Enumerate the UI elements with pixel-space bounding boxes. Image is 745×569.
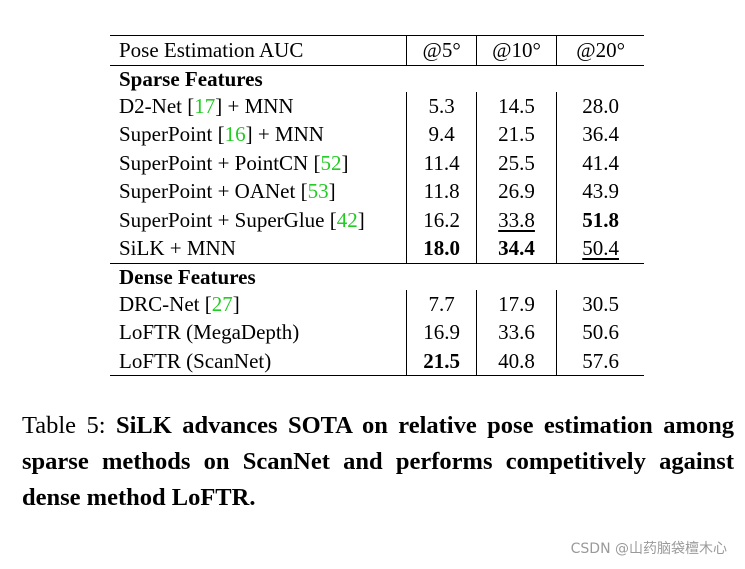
citation-link[interactable]: 52: [320, 150, 342, 175]
value-at5: 9.4: [406, 120, 477, 149]
value-at5: 11.8: [406, 177, 477, 206]
method-cell: SiLK + MNN: [119, 236, 236, 261]
value-at5: 7.7: [406, 289, 477, 318]
method-cell: SuperPoint [16] + MNN: [119, 122, 324, 147]
method-cell: SuperPoint + PointCN [52]: [119, 150, 349, 175]
method-name: SuperPoint: [119, 122, 213, 147]
method-suffix: + MNN: [222, 93, 294, 118]
value-at10: 21.5: [475, 120, 557, 149]
method-suffix: + MNN: [252, 122, 324, 147]
method-cell: D2-Net [17] + MNN: [119, 93, 294, 118]
header-at10: @10°: [475, 35, 557, 66]
watermark: CSDN @山药脑袋檀木心: [570, 541, 727, 557]
best-value: 21.5: [423, 348, 461, 373]
table-row: SuperPoint + OANet [53] 11.8 26.9 43.9: [110, 177, 644, 206]
best-value: 18.0: [423, 236, 461, 261]
value-at10: 34.4: [475, 234, 557, 263]
citation-link[interactable]: 27: [211, 291, 233, 316]
value-at10: 17.9: [475, 289, 557, 318]
section-header-dense: Dense Features: [110, 262, 644, 290]
method-name: SuperPoint + PointCN: [119, 150, 309, 175]
table-row: D2-Net [17] + MNN 5.3 14.5 28.0: [110, 91, 644, 120]
method-name: DRC-Net: [119, 291, 200, 316]
table-row: SuperPoint + PointCN [52] 11.4 25.5 41.4: [110, 148, 644, 177]
value-at10: 33.8: [475, 205, 557, 234]
value-at20: 36.4: [556, 120, 644, 149]
method-cell: DRC-Net [27]: [119, 291, 240, 316]
value-at20: 30.5: [556, 289, 644, 318]
citation-link[interactable]: 17: [194, 93, 216, 118]
value-at20: 28.0: [556, 91, 644, 120]
citation-link[interactable]: 42: [336, 207, 358, 232]
citation-link[interactable]: 16: [224, 122, 246, 147]
table-row: LoFTR (ScanNet) 21.5 40.8 57.6: [110, 346, 644, 376]
method-name: SuperPoint + OANet: [119, 179, 296, 204]
method-name: SuperPoint + SuperGlue: [119, 207, 325, 232]
value-at20: 41.4: [556, 148, 644, 177]
method-cell: SuperPoint + OANet [53]: [119, 179, 336, 204]
value-at20: 50.6: [556, 318, 644, 347]
table-row: SuperPoint + SuperGlue [42] 16.2 33.8 51…: [110, 205, 644, 234]
value-at5: 16.9: [406, 318, 477, 347]
table-row: SiLK + MNN 18.0 34.4 50.4: [110, 234, 644, 263]
method-cell: LoFTR (MegaDepth): [119, 320, 300, 345]
second-best-value: 50.4: [582, 236, 619, 261]
best-value: 34.4: [498, 236, 535, 261]
value-at20: 43.9: [556, 177, 644, 206]
results-table: Pose Estimation AUC @5° @10° @20° Sparse…: [110, 35, 644, 376]
best-value: 51.8: [582, 207, 619, 232]
value-at10: 25.5: [475, 148, 557, 177]
value-at10: 33.6: [475, 318, 557, 347]
value-at5: 5.3: [406, 91, 477, 120]
header-metric: Pose Estimation AUC: [110, 35, 407, 66]
table-header-row: Pose Estimation AUC @5° @10° @20°: [110, 35, 644, 66]
value-at5: 18.0: [406, 234, 477, 263]
table-caption: Table 5: SiLK advances SOTA on relative …: [22, 408, 734, 516]
method-cell: SuperPoint + SuperGlue [42]: [119, 207, 365, 232]
caption-text: SiLK advances SOTA on relative pose esti…: [22, 412, 734, 511]
value-at5: 11.4: [406, 148, 477, 177]
second-best-value: 33.8: [498, 207, 535, 232]
value-at5: 16.2: [406, 205, 477, 234]
citation-link[interactable]: 53: [307, 179, 329, 204]
method-cell: LoFTR (ScanNet): [110, 346, 407, 376]
table-row: DRC-Net [27] 7.7 17.9 30.5: [110, 289, 644, 318]
section-header-sparse: Sparse Features: [110, 65, 644, 92]
method-name: D2-Net: [119, 93, 182, 118]
table-row: LoFTR (MegaDepth) 16.9 33.6 50.6: [110, 318, 644, 347]
value-at10: 26.9: [475, 177, 557, 206]
value-at10: 40.8: [475, 346, 557, 376]
value-at20: 57.6: [556, 346, 644, 376]
header-at5: @5°: [406, 35, 477, 66]
caption-label: Table 5:: [22, 412, 116, 439]
value-at10: 14.5: [475, 91, 557, 120]
header-at20: @20°: [556, 35, 644, 66]
value-at5: 21.5: [406, 346, 477, 376]
section-title: Dense Features: [110, 262, 644, 290]
section-title: Sparse Features: [119, 66, 263, 91]
value-at20: 50.4: [556, 234, 644, 263]
table-row: SuperPoint [16] + MNN 9.4 21.5 36.4: [110, 120, 644, 149]
value-at20: 51.8: [556, 205, 644, 234]
